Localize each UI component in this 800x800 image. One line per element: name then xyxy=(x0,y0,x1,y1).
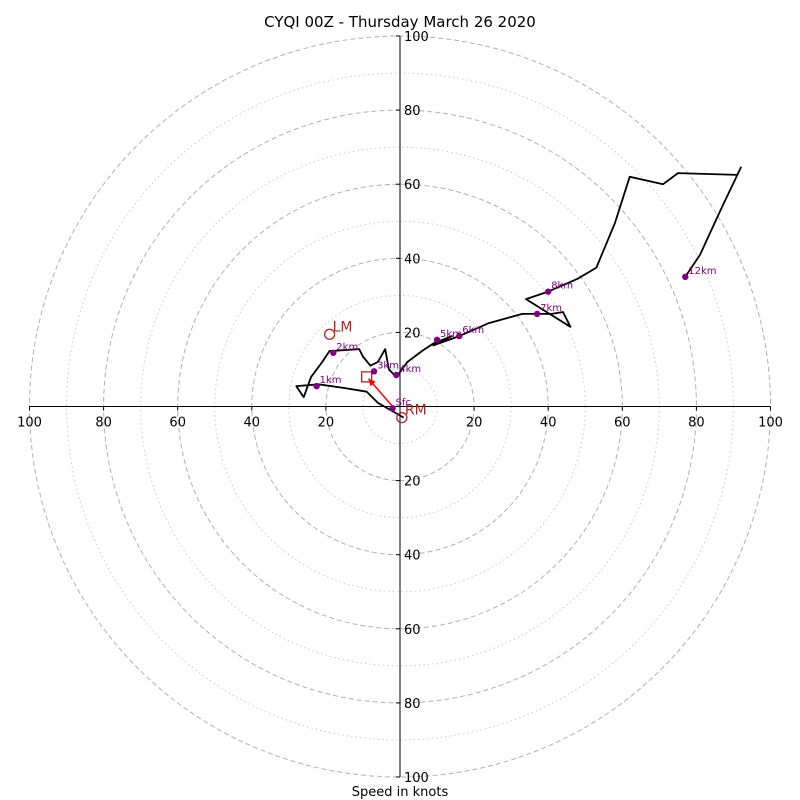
tick-label-up: 100 xyxy=(404,30,429,45)
height-label-7km: 7km xyxy=(540,303,562,314)
hodograph-trace xyxy=(295,166,742,419)
tick-label-down: 100 xyxy=(404,771,429,786)
height-label-5km: 5km xyxy=(440,329,462,340)
height-point-2km xyxy=(330,349,337,356)
tick-label-left: 100 xyxy=(17,416,42,431)
height-point-3km xyxy=(370,368,378,375)
storm-motion: LM RM xyxy=(323,319,427,424)
tick-label-up: 40 xyxy=(404,252,421,267)
storm-motion-rm-marker xyxy=(396,411,408,424)
chart-title: CYQI 00Z - Thursday March 26 2020 xyxy=(264,13,536,31)
height-point-7km xyxy=(533,310,541,318)
height-label-3km: 3km xyxy=(377,360,399,371)
axes xyxy=(29,36,771,777)
tick-label-left: 80 xyxy=(95,416,112,431)
storm-motion-lm-marker xyxy=(323,328,336,340)
tick-label-left: 60 xyxy=(169,416,186,431)
tick-label-right: 100 xyxy=(758,416,783,431)
tick-label-left: 40 xyxy=(244,416,261,431)
height-point-5km xyxy=(433,336,441,344)
height-label-sfc: Sfc xyxy=(396,397,411,408)
tick-labels: 100 80 60 40 20 20 40 60 80 100 20 40 60 80 100 20 40 60 8… xyxy=(17,30,783,786)
storm-motion-rm-label: RM xyxy=(405,403,427,419)
shear-vector-arrowhead xyxy=(368,378,376,387)
tick-label-right: 80 xyxy=(688,416,705,431)
x-axis-label: Speed in knots xyxy=(352,785,449,800)
height-points: Sfc 1km 2km 3km 4km 5km 6km 7km 8km 12km xyxy=(313,266,717,412)
mean-wind-marker xyxy=(361,371,373,383)
height-label-1km: 1km xyxy=(320,375,342,386)
height-point-sfc xyxy=(389,405,396,412)
height-label-2km: 2km xyxy=(336,342,358,353)
height-label-12km: 12km xyxy=(688,266,716,277)
height-point-6km xyxy=(456,332,463,340)
tick-label-down: 40 xyxy=(404,549,421,564)
tick-label-right: 60 xyxy=(614,416,631,431)
tick-label-left: 20 xyxy=(318,416,335,431)
height-point-1km xyxy=(313,382,320,390)
height-point-4km xyxy=(393,371,400,379)
tick-label-up: 80 xyxy=(404,104,421,119)
tick-label-right: 40 xyxy=(540,416,557,431)
storm-motion-lm-label: LM xyxy=(333,319,353,335)
height-label-6km: 6km xyxy=(462,325,484,336)
tick-label-down: 60 xyxy=(404,623,421,638)
tick-label-up: 20 xyxy=(404,326,421,341)
height-label-8km: 8km xyxy=(551,281,573,292)
tick-label-up: 60 xyxy=(404,178,421,193)
height-point-12km xyxy=(682,273,689,281)
height-label-4km: 4km xyxy=(399,364,421,375)
height-point-8km xyxy=(545,288,552,295)
tick-label-down: 20 xyxy=(404,475,421,490)
wind-profile-line xyxy=(295,166,742,419)
tick-label-right: 20 xyxy=(466,416,483,431)
tick-label-down: 80 xyxy=(404,697,421,712)
